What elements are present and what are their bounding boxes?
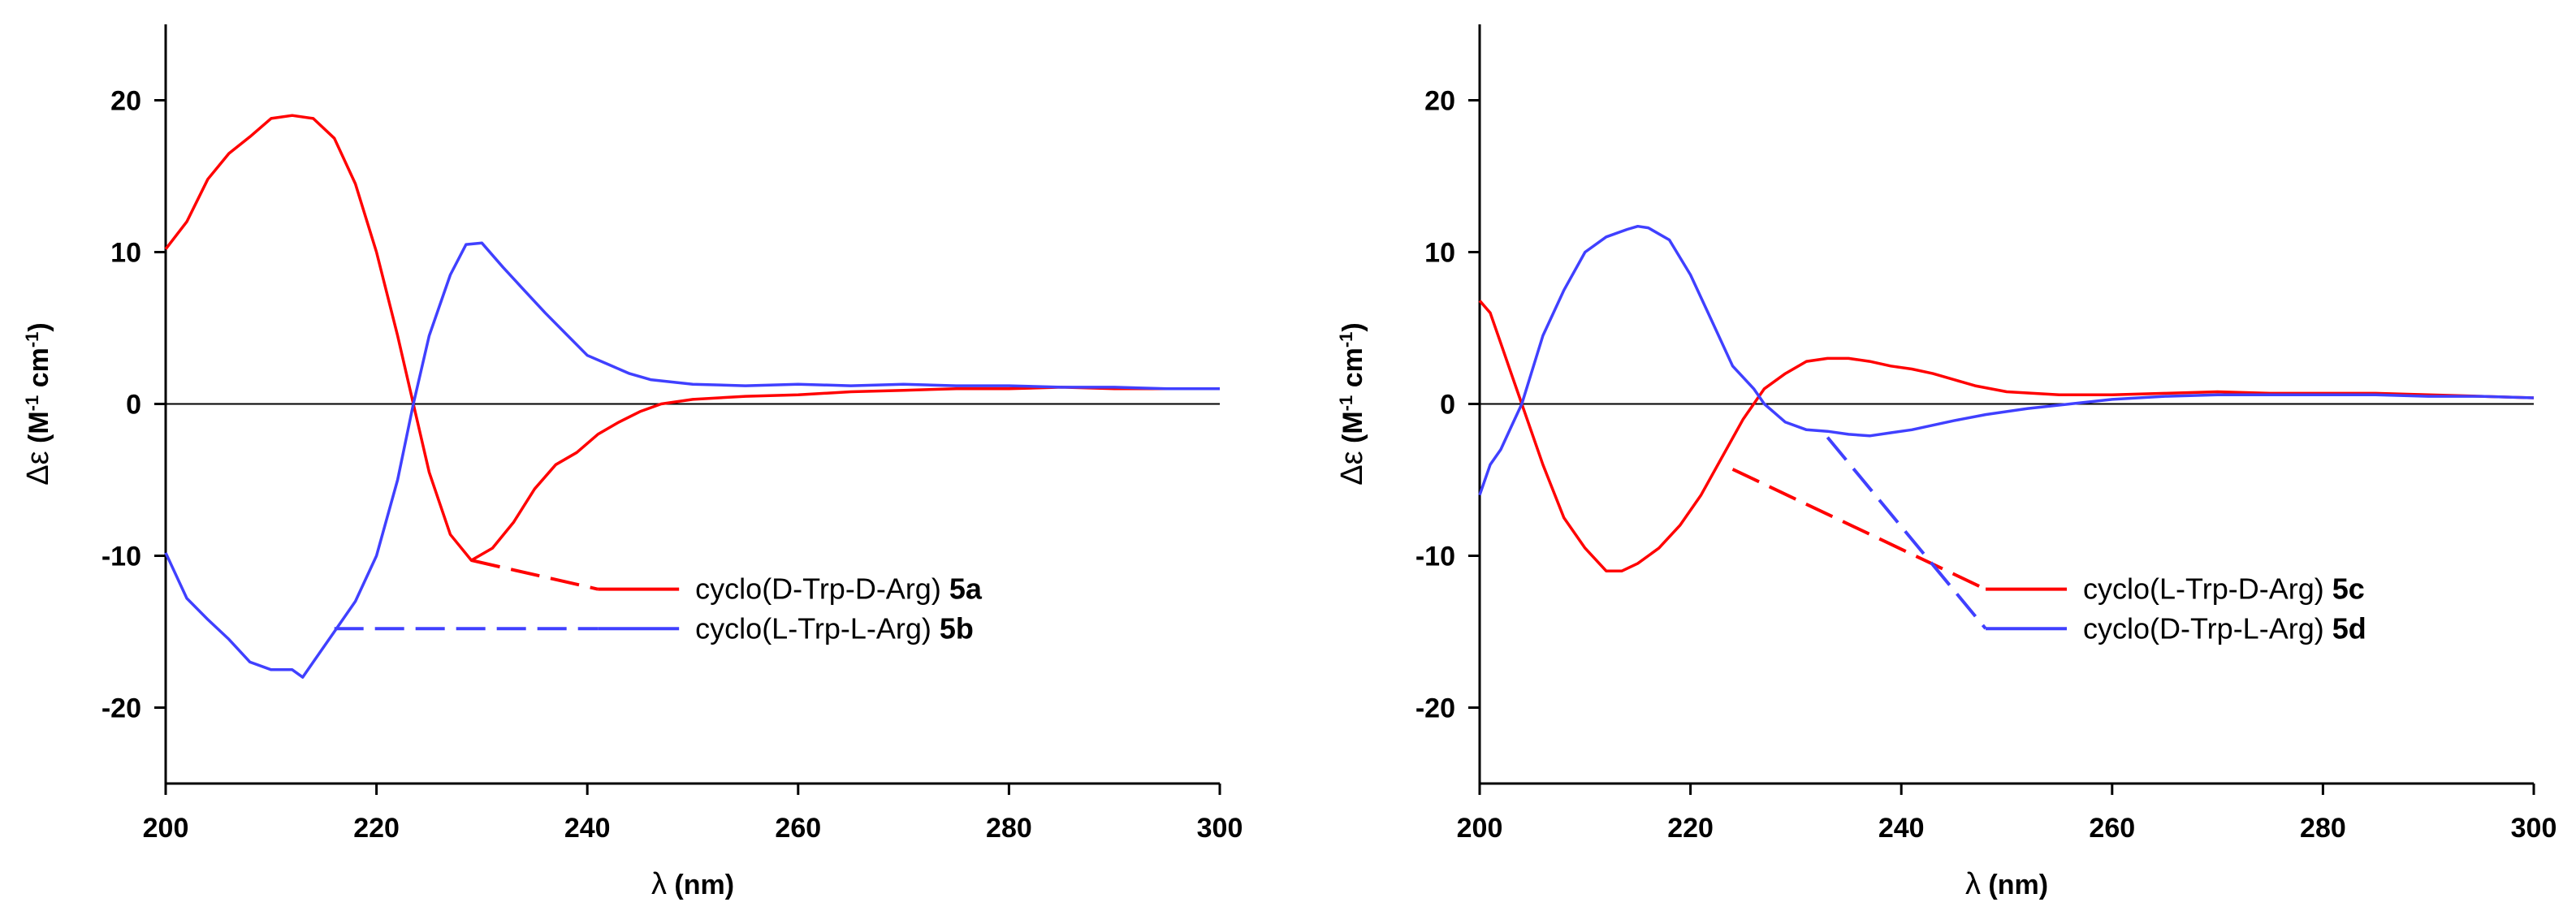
x-tick-label: 260 (2089, 813, 2135, 844)
y-axis-unit-exponent: -1 (22, 395, 42, 412)
y-axis-unit-part: cm (24, 348, 54, 395)
y-axis-symbol: Δε (1335, 451, 1369, 485)
x-axis-title: λ (nm) (1965, 867, 2048, 901)
x-axis-symbol: λ (1965, 867, 1981, 901)
x-tick-label: 260 (775, 813, 821, 844)
x-tick-label: 240 (564, 813, 611, 844)
series-line-5c (1478, 300, 2535, 572)
legend-leader-5c (1731, 468, 1986, 591)
y-axis-unit-part: (M (1338, 411, 1368, 443)
y-axis-unit-part: (M (24, 411, 54, 443)
y-axis-unit-part: ) (24, 322, 54, 331)
x-axis-unit: (nm) (674, 870, 734, 900)
legend-label-5d: cyclo(D-Trp-L-Arg) 5d (2083, 611, 2366, 645)
x-axis-symbol: λ (651, 867, 667, 901)
y-tick-label: -20 (102, 693, 141, 724)
y-tick-label: -10 (1416, 542, 1455, 572)
y-axis-unit-exponent: -1 (22, 332, 42, 348)
x-tick-label: 220 (353, 813, 400, 844)
y-tick-label: 0 (126, 390, 141, 421)
legend-name: cyclo(D-Trp-D-Arg) (695, 572, 941, 606)
legend-name: cyclo(D-Trp-L-Arg) (2083, 611, 2324, 645)
x-axis-title: λ (nm) (651, 867, 734, 901)
legend-compound-tag: 5b (940, 611, 974, 645)
x-tick-label: 280 (2300, 813, 2346, 844)
legend-leader-5d (1826, 436, 1987, 630)
x-tick-label: 240 (1878, 813, 1925, 844)
legend-label-5b: cyclo(L-Trp-L-Arg) 5b (695, 611, 974, 645)
legend-compound-tag: 5c (2332, 572, 2365, 606)
x-tick-label: 220 (1667, 813, 1714, 844)
x-tick-label: 300 (2511, 813, 2557, 844)
legend-compound-tag: 5d (2332, 611, 2366, 645)
legend-label-5a: cyclo(D-Trp-D-Arg) 5a (695, 572, 983, 606)
chart-panel-right: -20 -10 0 10 20 200 220 240 260 280 300 λ (nm) Δε (M… (1335, 24, 2557, 901)
series-line-5b (164, 241, 1220, 679)
y-tick-label: -10 (102, 542, 141, 572)
y-axis-title: Δε (M-1 cm-1) (21, 322, 55, 485)
y-tick-label: 10 (110, 238, 141, 269)
x-tick-label: 200 (1457, 813, 1503, 844)
legend-leader-5a (470, 559, 599, 591)
series-line-5d (1478, 224, 2535, 496)
y-tick-label: 0 (1440, 390, 1455, 421)
legend-name: cyclo(L-Trp-D-Arg) (2083, 572, 2324, 606)
series-line-5a (164, 114, 1220, 562)
y-axis-title: Δε (M-1 cm-1) (1335, 322, 1369, 485)
x-tick-label: 200 (143, 813, 189, 844)
y-tick-label: 20 (110, 86, 141, 117)
legend-compound-tag: 5a (949, 572, 983, 606)
legend-label-5c: cyclo(L-Trp-D-Arg) 5c (2083, 572, 2365, 606)
y-axis-unit-exponent: -1 (1336, 395, 1356, 412)
y-axis-unit-part: cm (1338, 348, 1368, 395)
x-tick-label: 300 (1197, 813, 1243, 844)
x-axis-unit: (nm) (1988, 870, 2048, 900)
y-axis-unit-part: ) (1338, 322, 1368, 331)
x-tick-label: 280 (986, 813, 1032, 844)
y-axis-unit-exponent: -1 (1336, 332, 1356, 348)
y-tick-label: -20 (1416, 693, 1455, 724)
y-axis-symbol: Δε (21, 451, 55, 485)
y-tick-label: 20 (1424, 86, 1455, 117)
y-tick-label: 10 (1424, 238, 1455, 269)
legend-name: cyclo(L-Trp-L-Arg) (695, 611, 931, 645)
chart-panel-left: -20 -10 0 10 20 200 220 240 260 280 300 λ (nm) Δε (M… (21, 24, 1243, 901)
